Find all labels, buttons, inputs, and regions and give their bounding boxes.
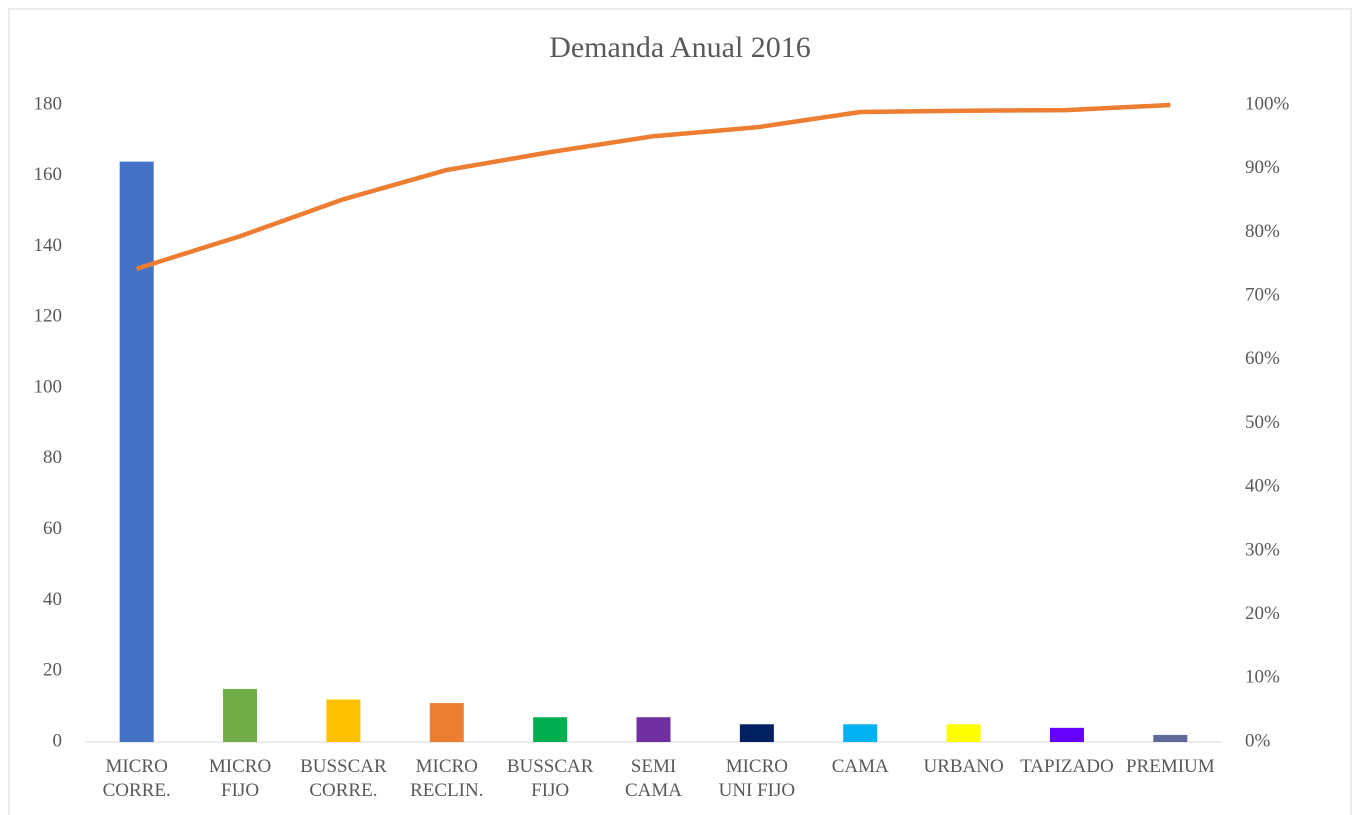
x-tick-label: BUSSCAR CORRE. <box>300 756 387 801</box>
x-tick-label: MICRO CORRE. <box>103 756 171 801</box>
y2-tick-label: 40% <box>1245 476 1280 497</box>
y2-tick-label: 50% <box>1245 412 1280 433</box>
y2-tick-label: 0% <box>1245 730 1271 751</box>
y-tick-label: 120 <box>34 306 63 327</box>
y2-tick-label: 100% <box>1245 93 1290 114</box>
bar <box>223 688 258 742</box>
y-tick-label: 140 <box>34 235 63 256</box>
y-tick-label: 40 <box>43 589 62 610</box>
bar <box>533 717 568 742</box>
x-tick-label: MICRO UNI FIJO <box>719 756 796 801</box>
x-tick-label: TAPIZADO <box>1020 756 1113 777</box>
bar <box>119 161 154 743</box>
y-tick-label: 60 <box>43 518 62 539</box>
x-tick-label: PREMIUM <box>1126 756 1215 777</box>
y2-tick-label: 60% <box>1245 348 1280 369</box>
y-tick-label: 0 <box>53 730 63 751</box>
y-tick-label: 180 <box>34 93 63 114</box>
x-tick-label: CAMA <box>832 756 889 777</box>
bar <box>429 703 464 742</box>
x-tick-label: URBANO <box>923 756 1003 777</box>
bar <box>843 724 878 742</box>
y-tick-label: 20 <box>43 660 62 681</box>
chart-title: Demanda Anual 2016 <box>549 31 811 64</box>
y2-tick-label: 20% <box>1245 603 1280 624</box>
bar <box>636 717 671 742</box>
bar <box>946 724 981 742</box>
bar <box>326 699 361 742</box>
x-tick-label: BUSSCAR FIJO <box>507 756 594 801</box>
y2-tick-label: 10% <box>1245 667 1280 688</box>
y-tick-label: 100 <box>34 376 63 397</box>
cumulative-line <box>136 102 1171 271</box>
y-tick-label: 160 <box>34 164 63 185</box>
bar <box>739 724 774 742</box>
y2-tick-label: 80% <box>1245 221 1280 242</box>
y2-tick-label: 30% <box>1245 539 1280 560</box>
y-tick-label: 80 <box>43 447 62 468</box>
bar <box>1049 727 1084 742</box>
x-tick-label: MICRO FIJO <box>209 756 271 801</box>
x-tick-label: MICRO RECLIN. <box>410 756 483 801</box>
y2-tick-label: 90% <box>1245 157 1280 178</box>
y2-tick-label: 70% <box>1245 284 1280 305</box>
x-tick-label: SEMI CAMA <box>625 756 682 801</box>
chart-frame <box>8 8 1352 815</box>
bar <box>1153 734 1188 742</box>
